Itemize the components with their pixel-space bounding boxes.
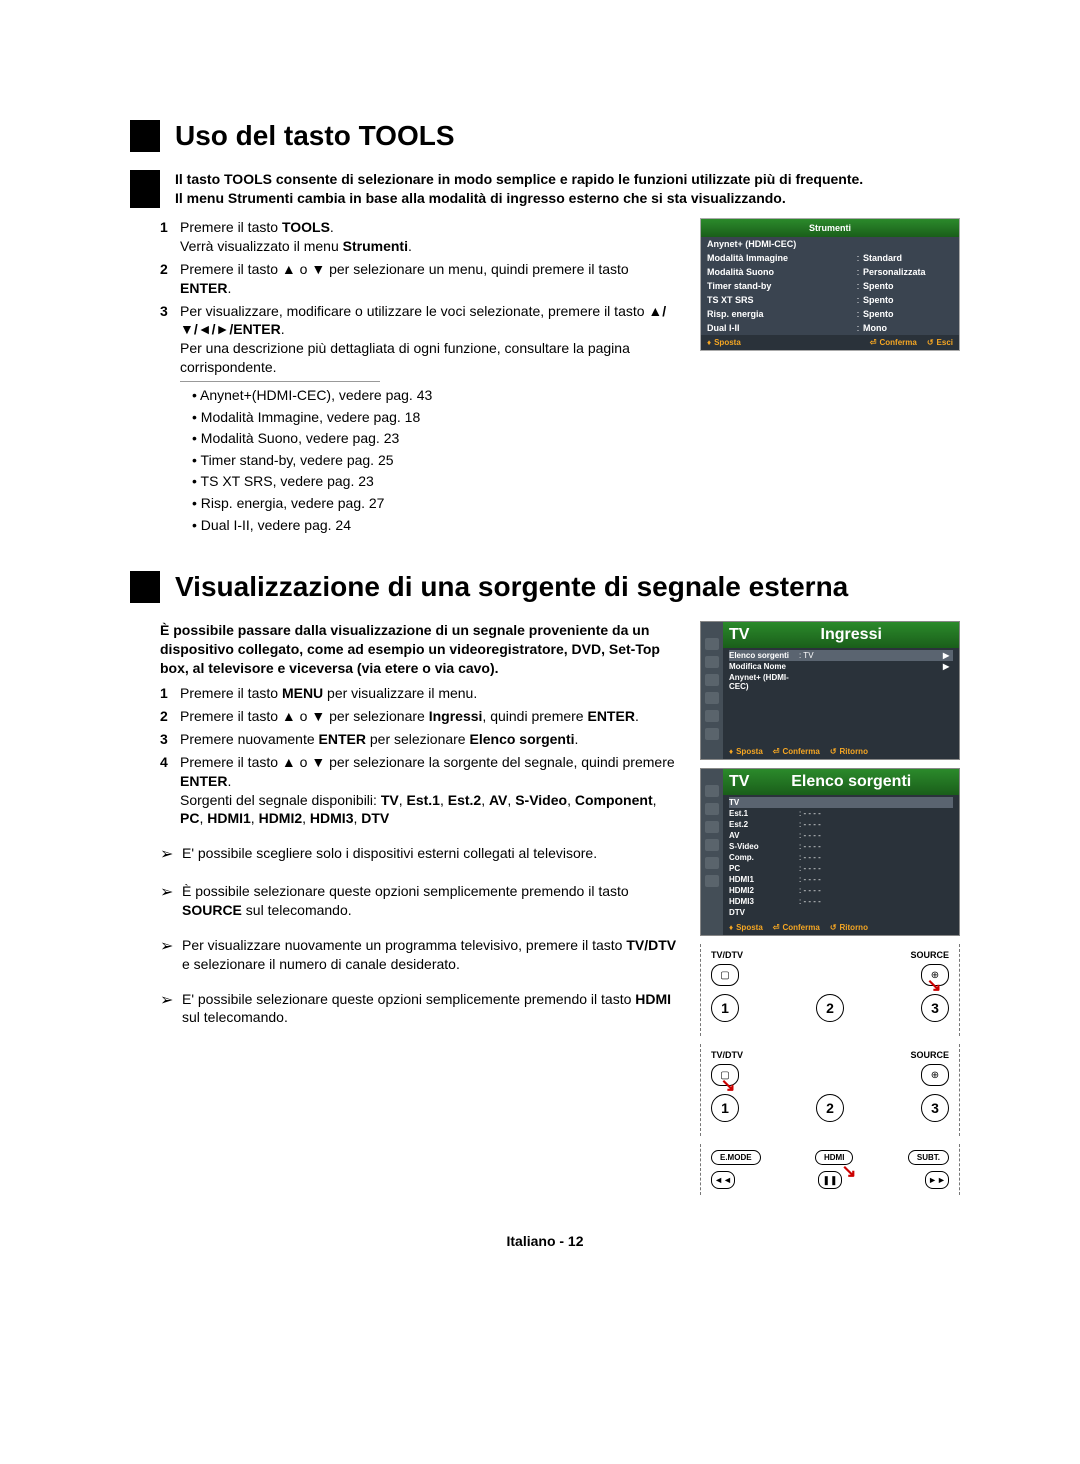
note-2: ➢È possibile selezionare queste opzioni …	[160, 882, 682, 920]
remote-diagram-3: E.MODE HDMI↘ SUBT. ◄◄ ❚❚ ►►	[700, 1144, 960, 1195]
forward-icon: ►►	[925, 1171, 949, 1189]
section2-title: Visualizzazione di una sorgente di segna…	[130, 571, 960, 603]
rewind-icon: ◄◄	[711, 1171, 735, 1189]
osd-elenco-sorgenti: TVElenco sorgenti TV Est.1: - - - - Est.…	[700, 768, 960, 936]
osd-strumenti: Strumenti Anynet+ (HDMI-CEC) Modalità Im…	[700, 218, 960, 351]
remote-diagram-2: TV/DTVSOURCE ▢↘ ⊕ 1 2 3	[700, 1044, 960, 1136]
section1-sublist: • Anynet+(HDMI-CEC), vedere pag. 43 • Mo…	[192, 386, 682, 535]
tvdtv-button-icon: ▢↘	[711, 1064, 739, 1086]
note-1: ➢E' possibile scegliere solo i dispositi…	[160, 844, 682, 866]
note-3: ➢Per visualizzare nuovamente un programm…	[160, 936, 682, 974]
section1-steps: 1 Premere il tasto TOOLS. Verrà visualiz…	[160, 218, 682, 537]
section2-intro: È possibile passare dalla visualizzazion…	[160, 621, 682, 678]
source-button-icon: ⊕	[921, 1064, 949, 1086]
source-button-icon: ⊕↘	[921, 964, 949, 986]
section2-steps: 1Premere il tasto MENU per visualizzare …	[160, 684, 682, 828]
remote-diagram-1: TV/DTVSOURCE ▢ ⊕↘ 1 2 3	[700, 944, 960, 1036]
tvdtv-button-icon: ▢	[711, 964, 739, 986]
section1-intro: Il tasto TOOLS consente di selezionare i…	[130, 170, 960, 208]
pause-icon: ❚❚	[818, 1171, 842, 1189]
note-4: ➢E' possibile selezionare queste opzioni…	[160, 990, 682, 1028]
section1-title: Uso del tasto TOOLS	[130, 120, 960, 152]
page-number: Italiano - 12	[130, 1233, 960, 1249]
osd-ingressi: TVIngressi Elenco sorgenti: TV▶ Modifica…	[700, 621, 960, 760]
